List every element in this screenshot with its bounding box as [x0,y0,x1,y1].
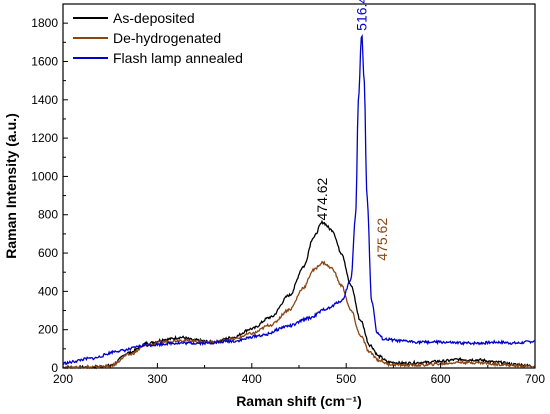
x-tick-label: 500 [336,372,356,386]
legend-label-1: De-hydrogenated [113,30,221,46]
x-tick-label: 200 [53,372,73,386]
y-tick-label: 800 [38,208,58,222]
series-layer [62,33,536,370]
y-tick-label: 200 [38,323,58,337]
y-axis-title: Raman Intensity (a.u.) [3,113,19,258]
legend-label-2: Flash lamp annealed [113,50,243,66]
x-tick-label: 400 [242,372,262,386]
y-tick-label: 1600 [31,54,58,68]
x-tick-label: 700 [525,372,545,386]
x-axis-title: Raman shift (cm⁻¹) [236,393,362,409]
y-tick-label: 1400 [31,93,58,107]
y-tick-label: 1200 [31,131,58,145]
y-tick-label: 600 [38,246,58,260]
ticks-layer: 200 300 400 500 600 7000200400600800100012001… [31,16,545,386]
legend-label-0: As-deposited [113,10,195,26]
y-tick-label: 1000 [31,169,58,183]
y-tick-label: 0 [51,361,58,375]
peak-label-0: 474.62 [314,177,330,220]
y-tick-label: 1800 [31,16,58,30]
annotation-layer: 474.62 516.42 475.62 [314,0,390,261]
x-tick-label: 300 [147,372,167,386]
y-tick-label: 400 [38,284,58,298]
series-line-2 [62,33,536,366]
legend: As-deposited De-hydrogenated Flash lamp an… [73,10,243,66]
peak-label-1: 516.42 [354,0,370,31]
peak-label-2: 475.62 [374,218,390,261]
x-tick-label: 600 [431,372,451,386]
